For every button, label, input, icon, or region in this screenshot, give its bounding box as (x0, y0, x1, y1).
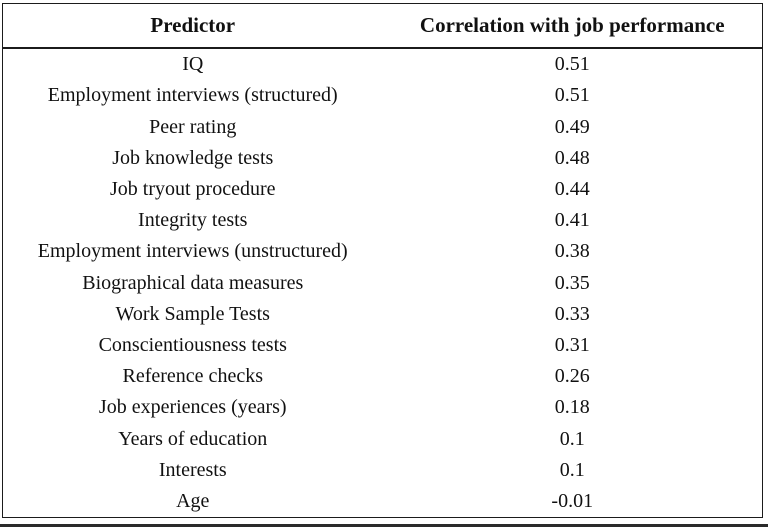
correlation-cell: 0.26 (554, 365, 590, 388)
correlation-cell: 0.35 (554, 271, 590, 294)
correlation-cell: -0.01 (551, 489, 594, 512)
predictor-cell: Job experiences (years) (98, 396, 287, 419)
table-row: Employment interviews (unstructured) 0.38 (3, 236, 762, 267)
predictor-cell: Peer rating (149, 115, 237, 138)
correlation-cell: 0.48 (554, 146, 590, 169)
correlation-cell: 0.49 (554, 115, 590, 138)
predictor-cell: Conscientiousness tests (98, 333, 287, 356)
table-body: IQ 0.51 Employment interviews (structured)… (3, 49, 762, 517)
predictor-cell: Reference checks (122, 365, 263, 388)
table-row: Work Sample Tests 0.33 (3, 299, 762, 330)
predictor-cell: Job tryout procedure (109, 177, 276, 200)
predictor-cell: Integrity tests (138, 209, 248, 232)
table-row: Years of education 0.1 (3, 423, 762, 454)
table-row: Job knowledge tests 0.48 (3, 143, 762, 174)
correlation-cell: 0.33 (554, 302, 590, 325)
correlation-cell: 0.51 (554, 84, 590, 107)
correlation-cell: 0.44 (554, 177, 590, 200)
table-row: Interests 0.1 (3, 455, 762, 486)
predictor-correlation-table: Predictor Correlation with job performan… (2, 3, 763, 518)
table-row: Biographical data measures 0.35 (3, 267, 762, 298)
table-row: Reference checks 0.26 (3, 361, 762, 392)
predictor-cell: Biographical data measures (82, 271, 304, 294)
column-header-correlation: Correlation with job performance (419, 13, 725, 37)
table-row: Job tryout procedure 0.44 (3, 174, 762, 205)
correlation-cell: 0.41 (554, 209, 590, 232)
correlation-cell: 0.18 (554, 396, 590, 419)
table-row: Employment interviews (structured) 0.51 (3, 80, 762, 111)
predictor-cell: Years of education (118, 427, 268, 450)
predictor-cell: Age (176, 489, 210, 512)
table-row: Integrity tests 0.41 (3, 205, 762, 236)
predictor-cell: Employment interviews (unstructured) (37, 240, 348, 263)
correlation-cell: 0.51 (554, 53, 590, 76)
table-row: Peer rating 0.49 (3, 111, 762, 142)
table-row: Conscientiousness tests 0.31 (3, 330, 762, 361)
bottom-double-rule (0, 524, 768, 527)
correlation-cell: 0.1 (559, 458, 585, 481)
table-header-row: Predictor Correlation with job performan… (3, 4, 762, 49)
column-header-predictor: Predictor (150, 13, 236, 37)
predictor-cell: Employment interviews (structured) (47, 84, 338, 107)
table-row: Age -0.01 (3, 486, 762, 517)
correlation-cell: 0.31 (554, 333, 590, 356)
correlation-cell: 0.1 (559, 427, 585, 450)
predictor-cell: Work Sample Tests (115, 302, 270, 325)
predictor-cell: IQ (182, 53, 204, 76)
predictor-cell: Interests (158, 458, 227, 481)
predictor-cell: Job knowledge tests (112, 146, 274, 169)
table-row: Job experiences (years) 0.18 (3, 392, 762, 423)
correlation-cell: 0.38 (554, 240, 590, 263)
table-row: IQ 0.51 (3, 49, 762, 80)
